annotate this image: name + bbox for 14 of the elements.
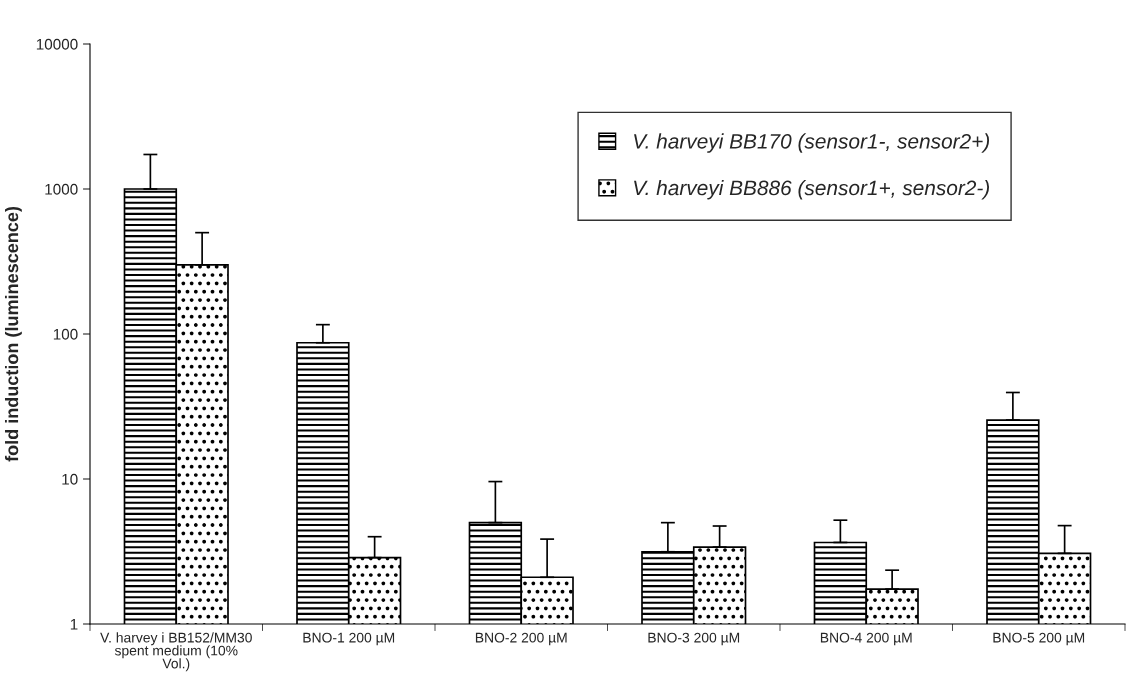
y-tick-label: 100	[53, 328, 78, 340]
x-tick-label: BNO-4 200 µM	[820, 632, 912, 646]
legend-label: V. harveyi BB170 (sensor1-, sensor2+)	[634, 133, 990, 153]
x-tick-label: BNO-3 200 µM	[648, 632, 740, 646]
y-tick-label: 1	[70, 619, 78, 630]
x-tick-label: BNO-1 200 µM	[303, 632, 395, 646]
x-tick-label: V. harvey i BB152/MM30 spent medium (10% Vol.)	[100, 632, 252, 672]
y-tick-label: 10	[62, 473, 78, 485]
x-tick-label: BNO-2 200 µM	[475, 632, 567, 646]
legend-label: V. harveyi BB886 (sensor1+, sensor2-)	[634, 179, 990, 200]
y-tick-label: 1000	[45, 183, 78, 195]
x-tick-label: BNO-5 200 µM	[993, 632, 1085, 646]
y-axis-title: fold induction (luminescence)	[5, 206, 22, 462]
y-tick-label: 10000	[36, 38, 78, 50]
